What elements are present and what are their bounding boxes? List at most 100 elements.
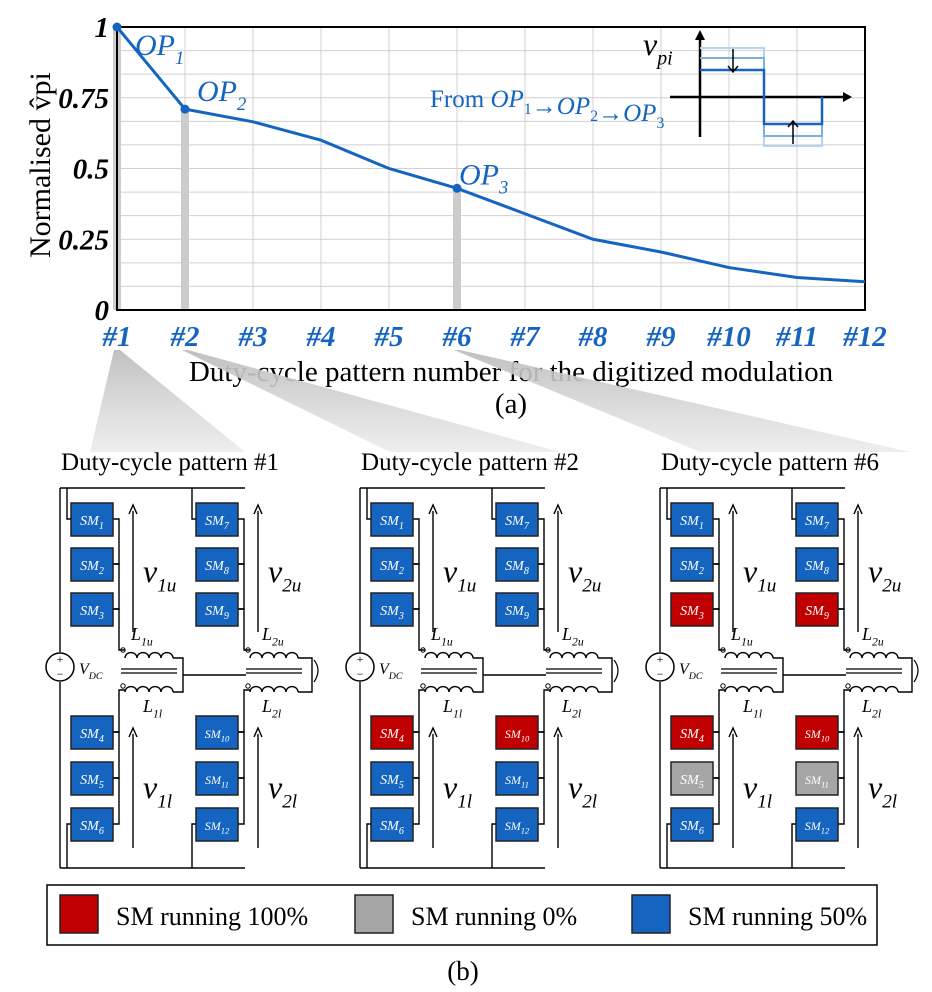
submodule-box — [70, 592, 114, 627]
polarity-dot — [245, 647, 251, 653]
submodule-box — [495, 807, 539, 842]
wire — [191, 488, 196, 520]
submodule-box — [195, 502, 239, 537]
polarity-dot — [545, 647, 551, 653]
inductor-label: L2l — [261, 696, 281, 720]
submodule-label: SM7 — [205, 514, 230, 532]
y-tick-label: 0 — [95, 295, 110, 327]
caption-b: (b) — [447, 956, 478, 986]
wire — [413, 518, 420, 565]
wire — [473, 657, 484, 693]
inductor-label: L2l — [561, 696, 581, 720]
submodule: SM1 — [70, 502, 114, 537]
voltage-arrowhead — [428, 726, 438, 738]
submodule-label: SM2 — [380, 559, 404, 577]
submodule-box — [370, 761, 414, 796]
wire — [538, 777, 545, 825]
x-tick-label: #11 — [775, 321, 818, 353]
polarity-dot — [845, 683, 851, 689]
submodule-label: SM1 — [680, 514, 704, 532]
op-point — [112, 22, 122, 32]
inductor-label: L1l — [742, 696, 762, 720]
wire — [238, 731, 245, 779]
wire — [538, 689, 550, 733]
wire — [238, 563, 245, 610]
submodule-label: SM3 — [680, 604, 704, 622]
submodule-box — [495, 715, 539, 750]
zoom-fan — [90, 350, 245, 452]
wire — [713, 563, 720, 610]
submodule: SM2 — [70, 547, 114, 582]
wire — [113, 518, 120, 565]
voltage-arrowhead — [253, 503, 263, 515]
submodule-box — [670, 547, 714, 582]
output-terminal — [613, 659, 619, 683]
wire — [173, 657, 184, 693]
circuit-title: Duty-cycle pattern #1 — [61, 449, 279, 476]
submodule: SM8 — [195, 547, 239, 582]
circuit-title: Duty-cycle pattern #6 — [661, 449, 879, 476]
submodule: SM2 — [670, 547, 714, 582]
submodule-label: SM2 — [80, 559, 104, 577]
submodule-box — [70, 761, 114, 796]
wire — [666, 488, 671, 520]
voltage-label-v1l: v1l — [743, 769, 772, 813]
wire — [773, 657, 784, 693]
dc-source — [345, 652, 375, 682]
submodule: SM5 — [370, 761, 414, 796]
dc-plus: + — [357, 652, 364, 666]
x-tick-label: #6 — [442, 321, 473, 353]
inset-caption: From OP1→OP2→OP3 — [430, 86, 664, 132]
submodule-box — [195, 547, 239, 582]
submodule: SM7 — [195, 502, 239, 537]
legend: SM running 100% SM running 0% SM running 5… — [46, 884, 878, 946]
submodule: SM7 — [495, 502, 539, 537]
series-line — [115, 26, 866, 284]
op-band — [453, 188, 461, 310]
circuit-pattern: Duty-cycle pattern #2 +− VDC SM1 SM2 SM3 SM7 SM… — [345, 449, 619, 869]
x-tick-label: #2 — [170, 321, 200, 353]
submodule-box — [195, 761, 239, 796]
submodule: SM9 — [795, 592, 839, 627]
voltage-arrowhead — [253, 726, 263, 738]
voltage-arrowhead — [128, 726, 138, 738]
voltage-label-v2l: v2l — [268, 769, 297, 813]
inductor-label: L2u — [561, 624, 584, 648]
inductor-label: L1u — [430, 624, 453, 648]
submodule-label: SM12 — [505, 819, 530, 836]
legend-item: SM running 50% — [631, 894, 867, 934]
voltage-arrowhead — [728, 503, 738, 515]
plot-frame — [116, 26, 866, 311]
voltage-label-v2u: v2u — [868, 553, 901, 597]
x-tick-label: #5 — [374, 321, 404, 353]
submodule-label: SM10 — [205, 727, 230, 744]
wire — [898, 657, 913, 693]
legend-label: SM running 0% — [411, 902, 577, 931]
submodule-box — [70, 502, 114, 537]
legend-label: SM running 100% — [116, 902, 308, 931]
inductor-2l — [549, 685, 599, 693]
inductor-2u — [549, 651, 599, 659]
submodule-box — [495, 547, 539, 582]
vdc-label: VDC — [379, 661, 403, 682]
submodule: SM3 — [70, 592, 114, 627]
voltage-arrowhead — [128, 503, 138, 515]
submodule-box — [495, 592, 539, 627]
voltage-arrowhead — [853, 503, 863, 515]
submodule: SM2 — [370, 547, 414, 582]
legend-frame — [46, 884, 878, 946]
circuit-pattern: Duty-cycle pattern #1 +− VDC SM1 SM2 SM3 SM7 SM… — [45, 449, 319, 869]
submodule-label: SM5 — [680, 773, 704, 791]
wire — [113, 608, 125, 651]
wire — [713, 689, 725, 733]
wire — [113, 777, 120, 825]
submodule-label: SM9 — [805, 604, 829, 622]
submodule: SM11 — [495, 761, 539, 796]
submodule-label: SM6 — [80, 819, 104, 837]
caption-a: (a) — [495, 388, 527, 420]
x-tick-label: #9 — [646, 321, 676, 353]
op-band — [181, 109, 189, 310]
submodule: SM5 — [670, 761, 714, 796]
submodule-label: SM6 — [380, 819, 404, 837]
